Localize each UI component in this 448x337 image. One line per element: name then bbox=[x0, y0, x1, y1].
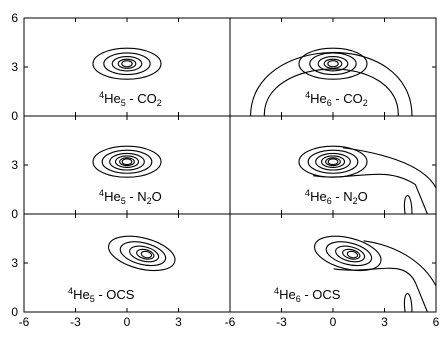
contour-line bbox=[317, 56, 349, 72]
contour-line bbox=[114, 155, 140, 169]
contour-line bbox=[346, 250, 359, 259]
contour-line bbox=[298, 145, 368, 178]
panel-label: 4He6 - CO2 bbox=[305, 90, 368, 108]
panel-label: 4He5 - N2O bbox=[99, 188, 162, 206]
contour-line bbox=[119, 157, 135, 167]
contour-tail bbox=[312, 173, 428, 215]
x-tick-label: 0 bbox=[124, 315, 131, 329]
contour-line bbox=[109, 152, 145, 171]
contour-tail bbox=[363, 240, 437, 287]
contour-line bbox=[327, 158, 339, 166]
y-tick-label: 0 bbox=[11, 109, 18, 123]
contour-tail bbox=[403, 293, 413, 313]
contour-line bbox=[121, 60, 133, 68]
panel-label: 4He5 - OCS bbox=[68, 286, 135, 304]
contour-line bbox=[325, 241, 373, 267]
x-tick-label: 6 bbox=[433, 315, 440, 329]
contour-line bbox=[320, 155, 346, 169]
contour-line bbox=[323, 58, 343, 69]
contour-line bbox=[117, 58, 137, 69]
panel-label: 4He6 - N2O bbox=[305, 188, 368, 206]
axes-group bbox=[23, 17, 437, 313]
contour-line bbox=[121, 158, 133, 166]
contour-tail bbox=[342, 147, 437, 189]
contour-line bbox=[342, 248, 361, 260]
contour-line bbox=[101, 149, 153, 174]
contour-line bbox=[140, 250, 153, 259]
x-tick-label: -6 bbox=[19, 315, 30, 329]
x-tick-label: -3 bbox=[70, 315, 81, 329]
x-tick-label: -6 bbox=[225, 315, 236, 329]
contours-group bbox=[92, 47, 437, 313]
contour-line bbox=[327, 60, 339, 68]
contour-line bbox=[136, 248, 155, 260]
contour-line bbox=[92, 145, 162, 178]
x-tick-label: 0 bbox=[330, 315, 337, 329]
x-tick-label: 3 bbox=[175, 315, 182, 329]
contour-line bbox=[314, 235, 382, 272]
contour-tail bbox=[333, 267, 428, 313]
panel-label: 4He6 - OCS bbox=[274, 286, 341, 304]
x-tick-label: 3 bbox=[381, 315, 388, 329]
contour-line bbox=[307, 149, 359, 174]
contour-arch bbox=[250, 52, 413, 117]
contour-line bbox=[92, 47, 162, 80]
y-tick-label: 0 bbox=[11, 305, 18, 319]
y-tick-label: 6 bbox=[11, 11, 18, 25]
y-tick-label: 3 bbox=[11, 256, 18, 270]
contour-line bbox=[119, 241, 167, 267]
contour-line bbox=[129, 245, 160, 263]
contour-line bbox=[298, 47, 368, 80]
y-tick-label: 0 bbox=[11, 207, 18, 221]
contour-line bbox=[325, 157, 341, 167]
contour-line bbox=[315, 152, 351, 171]
contour-line bbox=[108, 235, 176, 272]
contour-arch bbox=[263, 68, 399, 117]
contour-line bbox=[111, 56, 143, 72]
panel-label: 4He5 - CO2 bbox=[99, 90, 162, 108]
x-tick-label: -3 bbox=[276, 315, 287, 329]
contour-line bbox=[103, 52, 151, 76]
contour-tail bbox=[403, 195, 413, 215]
contour-line bbox=[335, 245, 366, 263]
y-tick-label: 3 bbox=[11, 158, 18, 172]
y-tick-label: 3 bbox=[11, 60, 18, 74]
